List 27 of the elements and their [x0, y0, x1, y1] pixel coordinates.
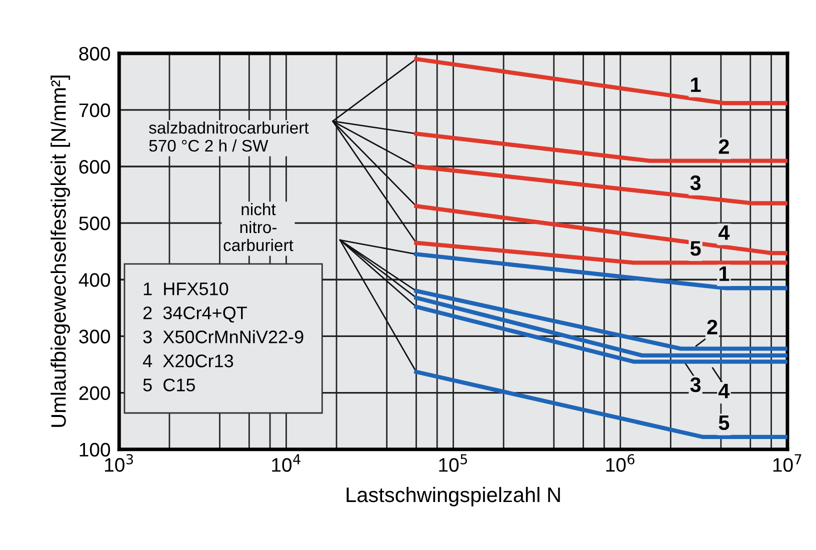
annotation: nicht nitro- carburiert [224, 203, 294, 252]
y-tick-label: 500 [79, 216, 110, 230]
x-tick-label: 10$^{4}$ [272, 454, 300, 472]
series-label: 1 [719, 266, 730, 281]
series-label: 4 [718, 225, 730, 240]
series-label: 3 [690, 175, 701, 190]
y-tick-label: 600 [79, 160, 110, 174]
y-tick-label: 300 [79, 330, 110, 344]
y-axis-title: Umlaufbiegewechselfestigkeit [N/mm²] [50, 76, 70, 427]
annotation: salzbadnitrocarburiert 570 °C 2 h / SW [149, 121, 309, 152]
y-tick-label: 800 [79, 46, 110, 61]
y-tick-label: 200 [79, 386, 110, 400]
x-axis-title: Lastschwingspielzahl N [346, 486, 560, 506]
series-label: 5 [690, 241, 701, 256]
series-label: 1 [691, 78, 701, 92]
x-tick-label: 10$^{7}$ [773, 454, 802, 472]
y-tick-label: 100 [80, 442, 110, 457]
series-label: 5 [718, 416, 730, 430]
y-tick-label: 400 [78, 273, 110, 287]
annotation: 1 HFX510 2 34Cr4+QT 3 X50CrMnNiV22-9 4 X20Cr13 5 C15 [142, 282, 304, 392]
series-label: 2 [707, 320, 718, 334]
x-tick-label: 10$^{6}$ [606, 454, 634, 472]
x-tick-label: 10$^{5}$ [439, 454, 468, 472]
series-label: 4 [718, 384, 730, 398]
series-label: 2 [718, 139, 729, 154]
y-tick-label: 700 [79, 103, 110, 118]
series-label: 3 [690, 377, 701, 392]
